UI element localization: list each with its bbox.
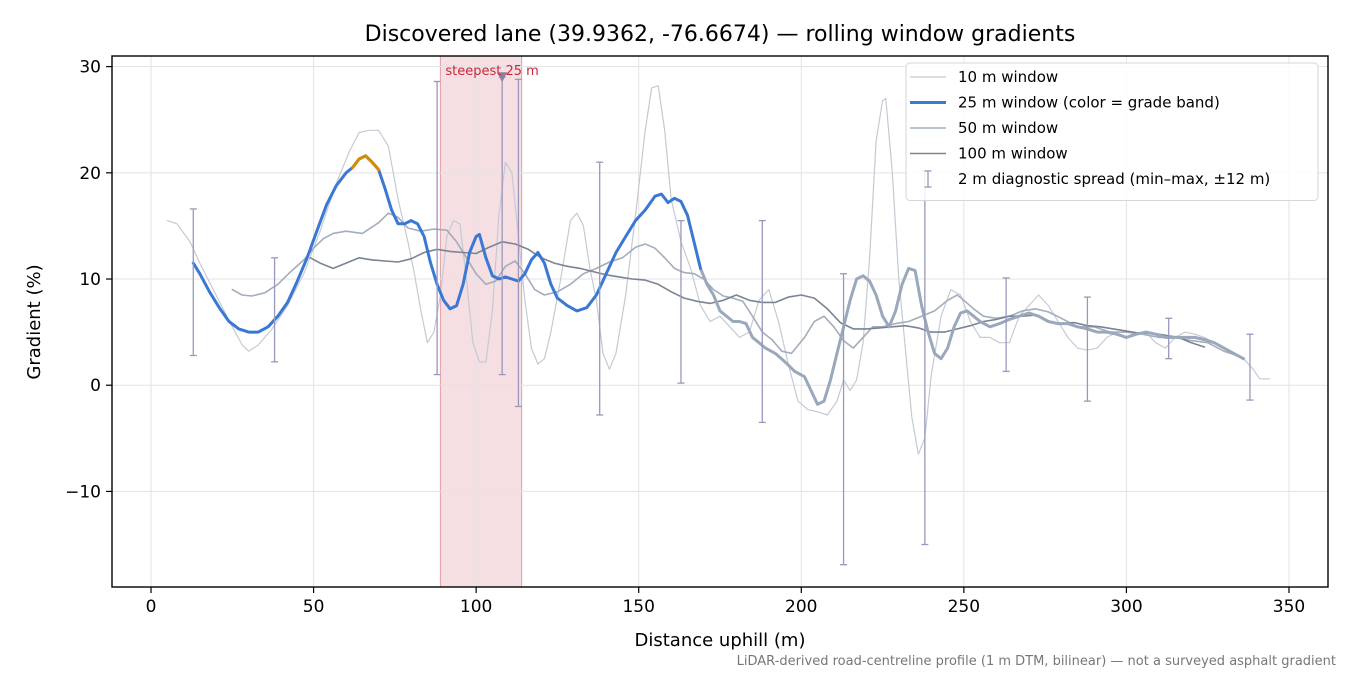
legend-label: 25 m window (color = grade band): [958, 94, 1220, 112]
error-bar: [677, 219, 685, 384]
x-tick-label: 150: [622, 597, 654, 617]
steepest-label: steepest 25 m: [445, 64, 538, 79]
legend-label: 2 m diagnostic spread (min–max, ±12 m): [958, 170, 1270, 188]
x-tick-label: 50: [303, 597, 325, 617]
series-25-m-window-continued-line: [699, 266, 1245, 406]
x-tick-label: 250: [948, 597, 980, 617]
chart-title: Discovered lane (39.9362, -76.6674) — ro…: [365, 22, 1076, 47]
legend-box: [905, 62, 1319, 201]
error-bar: [840, 273, 848, 566]
x-tick-label: 300: [1110, 597, 1142, 617]
y-tick-label: 0: [90, 376, 101, 396]
series-25m-steep-segment: [351, 154, 381, 172]
legend-item: 25 m window (color = grade band): [910, 94, 1220, 112]
legend-item: 100 m window: [910, 145, 1068, 163]
error-bar: [433, 80, 441, 376]
error-bar: [514, 78, 522, 408]
y-tick-label: 10: [79, 270, 101, 290]
x-tick-label: 200: [785, 597, 817, 617]
y-tick-label: 30: [79, 58, 101, 78]
x-tick-label: 350: [1273, 597, 1305, 617]
legend-label: 50 m window: [958, 119, 1058, 137]
legend-item: 2 m diagnostic spread (min–max, ±12 m): [924, 170, 1270, 188]
legend-item: 10 m window: [910, 68, 1058, 86]
y-axis-label: Gradient (%): [24, 264, 45, 379]
legend-item: 50 m window: [910, 119, 1058, 137]
y-tick-label: 20: [79, 164, 101, 184]
plot-frame: [111, 55, 1329, 588]
y-tick-label: −10: [65, 482, 101, 502]
error-bar: [1246, 333, 1254, 401]
series-50-m-window-line: [231, 212, 1238, 357]
legend: 10 m window 25 m window (color = grade ba…: [905, 62, 1319, 201]
error-bar: [189, 208, 197, 357]
legend-label: 10 m window: [958, 68, 1058, 86]
error-bar: [758, 219, 766, 424]
steepest-band: [439, 56, 523, 587]
series-10-m-window-line: [166, 85, 1271, 455]
footnote: LiDAR-derived road-centreline profile (1…: [737, 654, 1336, 669]
x-tick-label: 0: [146, 597, 157, 617]
legend-label: 100 m window: [958, 145, 1068, 163]
error-bar: [1165, 317, 1173, 360]
x-tick-label: 100: [460, 597, 492, 617]
series-25-m-window-line: [191, 154, 702, 334]
error-bar: [1002, 277, 1010, 373]
error-bar: [271, 257, 279, 363]
error-bar: [1083, 296, 1091, 402]
error-bar: [596, 161, 604, 416]
steepest-marker: [497, 72, 508, 83]
x-axis-label: Distance uphill (m): [635, 630, 806, 651]
